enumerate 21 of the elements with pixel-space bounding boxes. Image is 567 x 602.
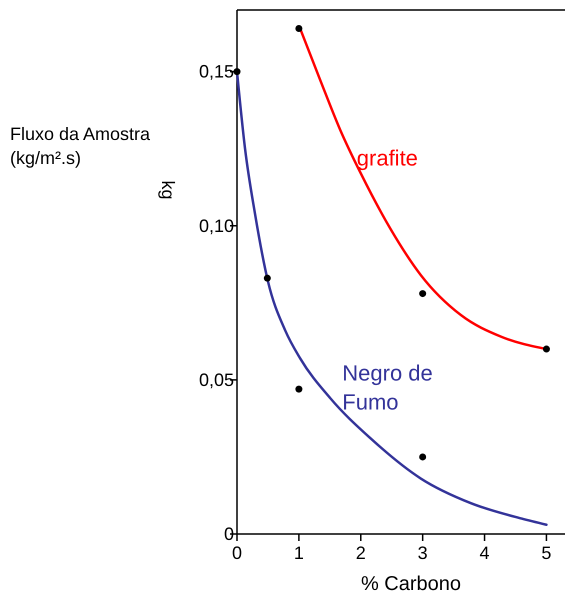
point [295, 386, 302, 393]
point [295, 24, 302, 32]
series-label: Negro de Fumo [342, 360, 433, 415]
y-tick-label: 0,05 [198, 370, 234, 390]
x-tick-label: 5 [541, 543, 552, 563]
point [542, 346, 550, 353]
y-axis-title: Fluxo da Amostra (kg/m².s) [10, 124, 152, 168]
x-tick-label: 2 [356, 543, 366, 563]
x-tick-label: 3 [418, 543, 428, 563]
x-tick-label: 1 [294, 543, 304, 563]
text: kg [158, 180, 178, 200]
x-tick-label: 4 [480, 543, 490, 563]
point [264, 274, 271, 282]
point [419, 453, 426, 460]
point [234, 68, 240, 76]
y-tick-label: 0 [224, 524, 234, 544]
point [419, 290, 426, 298]
x-axis-title: % Carbono [360, 573, 462, 595]
y-tick-label: 0,10 [198, 216, 234, 236]
series-label: grafite [356, 145, 418, 170]
y-tick-label: 0,15 [198, 62, 234, 82]
